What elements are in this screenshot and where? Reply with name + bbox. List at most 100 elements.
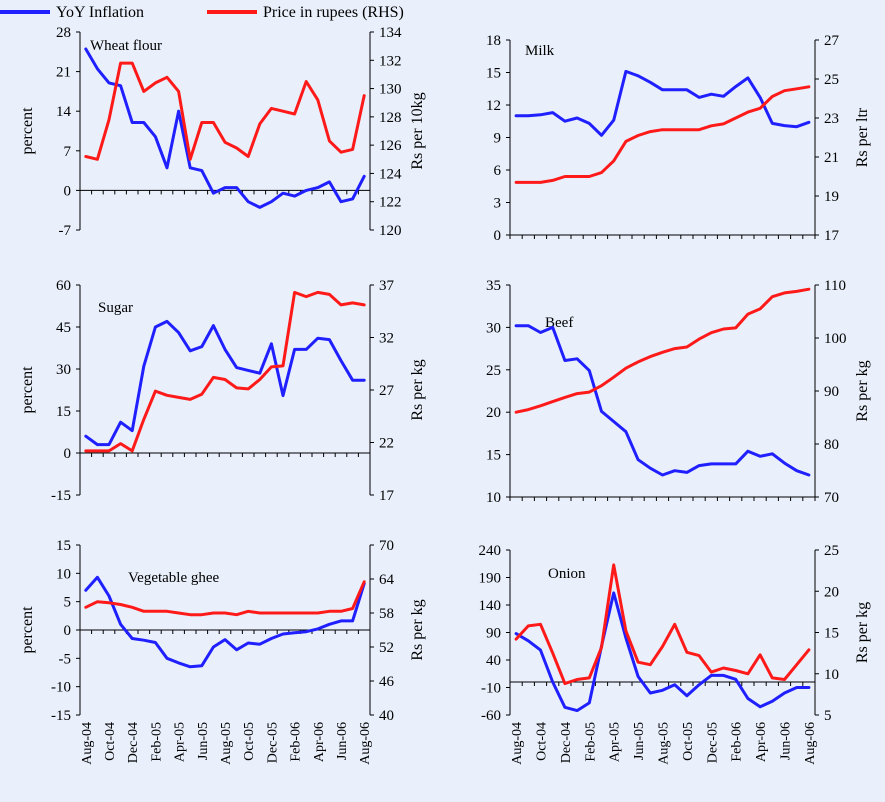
left-tick-label: 0 [494,228,502,244]
x-tick-label: Feb-06 [730,722,745,762]
left-axis-title: percent [19,107,36,155]
right-axis-title: Rs per kg [409,359,426,420]
panels: -707142128120122124126128130132134percen… [19,25,871,765]
price-series-line [514,563,811,686]
right-tick-label: 58 [379,606,394,622]
right-tick-label: 27 [824,33,840,49]
panel-5: -15 -10 -5 0 5 10 15 40 46 52 58 64 70 percent Rs per … [19,538,426,765]
right-tick-label: 100 [824,331,847,347]
right-tick-label: 120 [379,223,402,239]
x-tick-label: Aug-04 [80,722,95,765]
yoy-series-line [514,69,811,137]
left-tick-label: -15 [51,488,71,504]
yoy-series-line [514,324,811,477]
panel-1: -7 0 7 14 21 28 120 122 124 126 128 130 132 134 percen… [19,25,426,239]
left-tick-label: 0 [64,183,72,199]
left-axis-title: percent [19,606,36,654]
left-tick-label: 30 [486,320,501,336]
left-tick-label: 20 [486,405,501,421]
right-tick-label: 132 [379,53,402,69]
right-tick-label: 17 [379,488,395,504]
left-tick-label: 15 [56,538,71,554]
right-axis-title: Rs per kg [854,602,871,663]
right-axis-title: Rs per kg [854,360,871,421]
panel-title: Wheat flour [90,38,162,54]
legend-price-label: Price in rupees (RHS) [263,4,404,21]
left-tick-label: 60 [56,278,71,294]
left-tick-label: 190 [479,571,502,587]
x-tick-label: Dec-05 [705,722,720,763]
left-tick-label: 3 [494,196,502,212]
yoy-series-line [84,47,366,209]
left-tick-label: 30 [56,362,71,378]
left-tick-label: 10 [56,566,71,582]
price-series-line [514,287,811,414]
left-tick-label: 15 [486,66,501,82]
right-tick-label: 23 [824,111,839,127]
x-tick-label: Jun-05 [632,722,647,760]
left-tick-label: 240 [479,543,502,559]
x-tick-label: Apr-06 [312,722,327,762]
price-series-line [84,580,366,617]
yoy-series-line [514,591,811,713]
right-tick-label: 17 [824,228,840,244]
right-tick-label: 70 [379,538,394,554]
left-tick-label: 9 [494,131,502,147]
left-tick-label: 90 [486,626,501,642]
panel-title: Onion [548,566,586,582]
right-tick-label: 128 [379,110,402,126]
left-tick-label: 18 [486,33,501,49]
right-tick-label: 64 [379,572,395,588]
right-tick-label: 25 [824,543,839,559]
x-tick-label: Jun-06 [779,722,794,760]
right-tick-label: 15 [824,626,839,642]
x-tick-label: Apr-05 [173,722,188,762]
left-tick-label: 10 [486,490,501,506]
x-tick-label: Aug-05 [219,722,234,765]
x-tick-label: Aug-06 [803,722,818,765]
right-axis-title: Rs per ltr [854,107,871,167]
left-tick-label: -10 [51,680,71,696]
right-tick-label: 70 [824,490,839,506]
x-tick-label: Aug-06 [358,722,373,765]
right-tick-label: 5 [824,708,832,724]
legend: YoY Inflation Price in rupees (RHS) [0,4,404,21]
x-tick-label: Aug-04 [510,722,525,765]
yoy-series-line [84,575,366,669]
right-tick-label: 40 [379,708,394,724]
panel-3: -15 0 15 30 45 60 17 22 27 32 37 percent Rs per kg Su… [19,278,426,504]
right-axis-title: Rs per 10kg [409,92,426,169]
right-tick-label: 20 [824,584,839,600]
price-series-line [84,61,366,161]
left-tick-label: 15 [56,404,71,420]
right-tick-label: 130 [379,82,402,98]
left-tick-label: 35 [486,278,501,294]
x-tick-label: Oct-04 [103,722,118,761]
right-tick-label: 90 [824,384,839,400]
x-tick-label: Aug-05 [657,722,672,765]
right-tick-label: 46 [379,674,395,690]
x-tick-label: Oct-05 [681,722,696,761]
panel-title: Milk [525,43,555,59]
price-series-line [84,290,366,453]
left-tick-label: -15 [51,708,71,724]
x-tick-label: Dec-04 [126,722,141,763]
left-tick-label: -5 [59,651,72,667]
left-tick-label: 40 [486,653,501,669]
left-tick-label: 12 [486,98,501,114]
right-tick-label: 27 [379,383,395,399]
panel-title: Vegetable ghee [128,570,220,586]
x-tick-label: Apr-06 [754,722,769,762]
right-tick-label: 126 [379,138,402,154]
left-tick-label: 140 [479,598,502,614]
x-tick-label: Oct-05 [242,722,257,761]
left-tick-label: -7 [59,223,72,239]
right-tick-label: 32 [379,331,394,347]
right-tick-label: 10 [824,667,839,683]
x-tick-label: Oct-04 [535,722,550,761]
right-tick-label: 110 [824,278,846,294]
price-series-line [514,85,811,184]
right-tick-label: 80 [824,437,839,453]
